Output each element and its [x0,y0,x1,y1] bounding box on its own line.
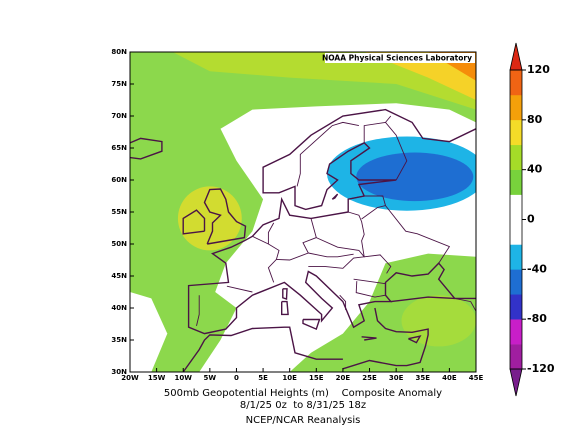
lat-label: 65N [111,144,127,152]
colorbar-band [510,94,522,121]
map [130,52,476,372]
colorbar-band [510,219,522,245]
colorbar-arrow-bottom [509,368,523,397]
caption: NCEP/NCAR Reanalysis [246,415,361,426]
colorbar-band [510,244,522,270]
attribution-box [325,53,475,63]
border [355,281,386,298]
colorbar-label: 80 [527,113,543,126]
border [348,195,387,220]
lon-label: 15W [148,374,166,382]
border [252,235,280,283]
lat-label: 30N [111,368,127,376]
field-white [130,292,168,372]
colorbar-label: -120 [527,362,555,375]
lon-label: 10W [174,374,192,382]
colorbar-band [510,344,522,370]
coastline [361,336,377,341]
lon-label: 5W [204,374,217,382]
caption: 500mb Geopotential Heights (m) Composite… [164,388,442,399]
field-yellow [177,186,242,251]
border [454,297,476,312]
colorbar-band [510,169,522,195]
border [196,295,200,327]
coastline [331,193,339,200]
attribution: NOAA Physical Sciences Laboratory [322,54,472,63]
colorbar-label: -80 [527,312,547,325]
lon-label: 35E [416,374,431,382]
border [296,121,359,187]
lon-label: 25E [362,374,377,382]
colorbar-label: 0 [527,213,535,226]
lat-label: 35N [111,336,127,344]
colorbar-band [510,119,522,146]
lat-label: 45N [111,272,127,280]
coastline [390,296,455,303]
coastline [130,137,163,160]
lon-label: 15E [309,374,324,382]
lat-label: 60N [111,176,127,184]
border [308,252,354,258]
border [353,278,386,285]
lat-label: 80N [111,48,127,56]
lon-label: 45E [469,374,484,382]
lon-label: 20W [121,374,139,382]
lat-label: 75N [111,80,127,88]
lat-label: 70N [111,112,127,120]
coastline [282,288,288,300]
lat-label: 50N [111,240,127,248]
field-blue [356,152,474,202]
border [364,254,392,274]
coastline [281,300,289,316]
colorbar-label: -40 [527,262,547,275]
coastline [302,318,321,331]
lon-label: 0 [234,374,239,382]
border [348,211,365,257]
coastline [203,188,247,245]
border [385,205,451,264]
lat-label: 40N [111,304,127,312]
colorbar-band [510,144,522,170]
lon-label: 40E [442,374,457,382]
border [339,294,347,310]
coastline [187,108,476,335]
lon-label: 20E [336,374,351,382]
border [226,285,253,293]
lon-label: 30E [389,374,404,382]
colorbar-band [510,70,522,96]
caption: 8/1/25 0z to 8/31/25 18z [240,400,366,411]
colorbar-band [510,294,522,320]
colorbar-arrow-top [509,42,523,71]
colorbar-band [510,269,522,295]
colorbar-label: 40 [527,163,543,176]
coastline [342,307,429,370]
colorbar-band [510,194,522,220]
lon-label: 5E [258,374,268,382]
colorbar-band [510,319,522,345]
lat-label: 55N [111,208,127,216]
field-yellow [364,52,476,100]
border [363,121,386,143]
border [267,222,275,244]
border [384,115,408,181]
border [276,218,317,261]
border [308,237,366,269]
colorbar-label: 120 [527,63,550,76]
coastline [182,326,343,372]
coastline [182,209,206,235]
lon-label: 10E [282,374,297,382]
coastline [408,335,422,344]
field-lightgreen [401,295,476,347]
